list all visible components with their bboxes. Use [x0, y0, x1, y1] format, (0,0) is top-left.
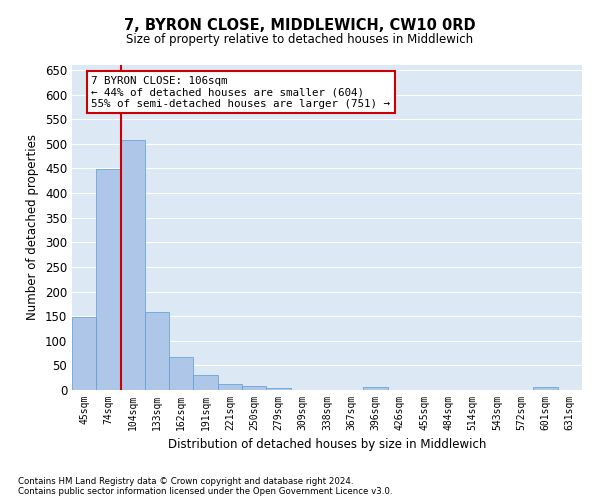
Bar	[242, 386, 266, 390]
Text: Contains HM Land Registry data © Crown copyright and database right 2024.: Contains HM Land Registry data © Crown c…	[18, 477, 353, 486]
X-axis label: Distribution of detached houses by size in Middlewich: Distribution of detached houses by size …	[168, 438, 486, 452]
Text: 7 BYRON CLOSE: 106sqm
← 44% of detached houses are smaller (604)
55% of semi-det: 7 BYRON CLOSE: 106sqm ← 44% of detached …	[91, 76, 391, 109]
Bar	[96, 169, 121, 390]
Bar	[266, 388, 290, 390]
Bar	[533, 387, 558, 390]
Bar	[121, 140, 145, 390]
Bar	[145, 312, 169, 390]
Bar	[364, 387, 388, 390]
Text: Contains public sector information licensed under the Open Government Licence v3: Contains public sector information licen…	[18, 487, 392, 496]
Text: 7, BYRON CLOSE, MIDDLEWICH, CW10 0RD: 7, BYRON CLOSE, MIDDLEWICH, CW10 0RD	[124, 18, 476, 32]
Y-axis label: Number of detached properties: Number of detached properties	[26, 134, 40, 320]
Bar	[193, 375, 218, 390]
Bar	[169, 356, 193, 390]
Text: Size of property relative to detached houses in Middlewich: Size of property relative to detached ho…	[127, 32, 473, 46]
Bar	[72, 317, 96, 390]
Bar	[218, 384, 242, 390]
